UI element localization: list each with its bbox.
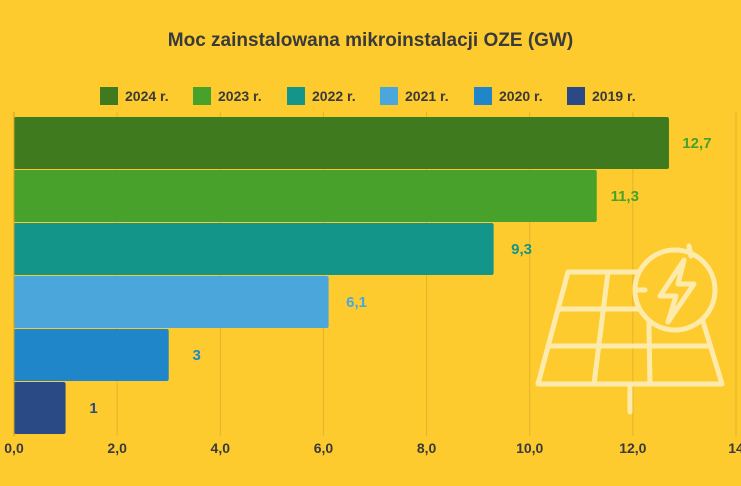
- bar: [14, 382, 66, 434]
- legend-item: 2020 r.: [474, 86, 543, 106]
- bar: [14, 117, 669, 169]
- x-tick-label: 6,0: [314, 440, 334, 456]
- value-label: 9,3: [511, 241, 532, 258]
- legend-swatch: [474, 87, 492, 105]
- legend-item: 2023 r.: [193, 86, 262, 106]
- bar: [14, 276, 329, 328]
- solar-panel-icon: [535, 243, 725, 415]
- x-tick-label: 4,0: [211, 440, 231, 456]
- x-tick-label: 0,0: [4, 440, 24, 456]
- legend-swatch: [380, 87, 398, 105]
- value-label: 6,1: [346, 294, 367, 311]
- x-tick-label: 10,0: [516, 440, 543, 456]
- legend-label: 2024 r.: [125, 88, 169, 104]
- bar: [14, 329, 169, 381]
- legend-label: 2020 r.: [499, 88, 543, 104]
- legend-label: 2019 r.: [592, 88, 636, 104]
- value-label: 1: [89, 400, 97, 417]
- bar: [14, 170, 597, 222]
- legend: 2024 r. 2023 r. 2022 r. 2021 r. 2020 r. 2019 …: [0, 86, 741, 106]
- chart-title: Moc zainstalowana mikroinstalacji OZE (G…: [167, 30, 574, 51]
- legend-swatch: [567, 87, 585, 105]
- legend-label: 2022 r.: [312, 88, 356, 104]
- legend-label: 2021 r.: [405, 88, 449, 104]
- legend-swatch: [193, 87, 211, 105]
- value-label: 3: [193, 347, 201, 364]
- x-tick-label: 14: [728, 440, 741, 456]
- value-label: 11,3: [611, 188, 639, 205]
- x-axis: 0,0 2,0 4,0 6,0 8,0 10,0 12,0 14: [4, 112, 741, 456]
- legend-swatch: [100, 87, 118, 105]
- value-label: 12,7: [682, 135, 711, 152]
- legend-item: 2019 r.: [567, 86, 636, 106]
- x-tick-label: 12,0: [619, 440, 646, 456]
- bar: [14, 223, 494, 275]
- legend-swatch: [287, 87, 305, 105]
- x-tick-label: 2,0: [107, 440, 127, 456]
- legend-item: 2021 r.: [380, 86, 449, 106]
- legend-item: 2024 r.: [100, 86, 169, 106]
- x-tick-label: 8,0: [417, 440, 437, 456]
- legend-item: 2022 r.: [287, 86, 356, 106]
- legend-label: 2023 r.: [218, 88, 262, 104]
